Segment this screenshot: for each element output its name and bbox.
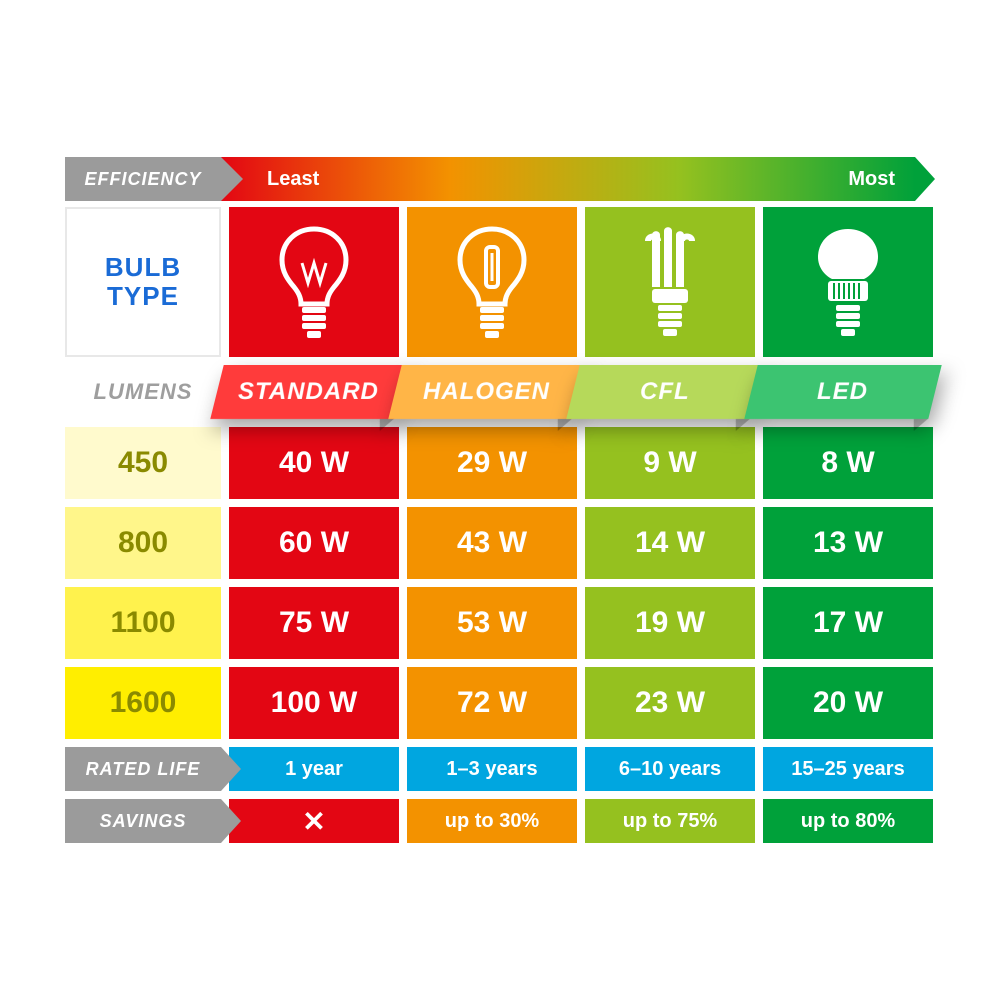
column-label: CFL [640, 378, 690, 406]
efficiency-label: EFFICIENCY [65, 157, 221, 201]
comparison-grid: BULBTYPE LUMENS STANDARD HALOGEN CFL LED 45040… [65, 207, 935, 843]
watt-value: 29 W [407, 427, 577, 499]
watt-value: 13 W [763, 507, 933, 579]
watt-value: 40 W [229, 427, 399, 499]
lumens-value: 1600 [65, 667, 221, 739]
rated-life-label: RATED LIFE [65, 747, 221, 791]
watt-value: 9 W [585, 427, 755, 499]
watt-value: 8 W [763, 427, 933, 499]
watt-value: 72 W [407, 667, 577, 739]
column-label: LED [818, 378, 869, 406]
column-label: HALOGEN [424, 378, 551, 406]
halogen-bulb-icon [452, 225, 532, 340]
watt-value: 100 W [229, 667, 399, 739]
watt-value: 53 W [407, 587, 577, 659]
incandescent-bulb-icon [274, 225, 354, 340]
savings-value: up to 30% [407, 799, 577, 843]
watt-value: 17 W [763, 587, 933, 659]
savings-value: up to 80% [763, 799, 933, 843]
efficiency-row: EFFICIENCY Least Most [65, 157, 935, 201]
column-label: STANDARD [239, 378, 380, 406]
rated-life-value: 1 year [229, 747, 399, 791]
bulb-name-ribbon: LED [763, 365, 933, 419]
bulb-icon-cfl [585, 207, 755, 357]
lumens-value: 1100 [65, 587, 221, 659]
rated-life-value: 6–10 years [585, 747, 755, 791]
cfl-bulb-icon [630, 225, 710, 340]
savings-label: SAVINGS [65, 799, 221, 843]
bulb-type-label: BULBTYPE [65, 207, 221, 357]
savings-value: ✕ [229, 799, 399, 843]
watt-value: 19 W [585, 587, 755, 659]
watt-value: 60 W [229, 507, 399, 579]
efficiency-most-label: Most [848, 168, 895, 191]
savings-value: up to 75% [585, 799, 755, 843]
led-bulb-icon [808, 225, 888, 340]
rated-life-value: 15–25 years [763, 747, 933, 791]
watt-value: 75 W [229, 587, 399, 659]
watt-value: 43 W [407, 507, 577, 579]
bulb-name-ribbon: CFL [585, 365, 755, 419]
bulb-icon-led [763, 207, 933, 357]
bulb-name-ribbon: HALOGEN [407, 365, 577, 419]
efficiency-bar: Least Most [221, 157, 935, 201]
watt-value: 20 W [763, 667, 933, 739]
watt-value: 23 W [585, 667, 755, 739]
bulb-icon-standard [229, 207, 399, 357]
lumens-value: 800 [65, 507, 221, 579]
lumens-value: 450 [65, 427, 221, 499]
bulb-comparison-chart: EFFICIENCY Least Most BULBTYPE LUMENS STAN… [65, 157, 935, 843]
efficiency-least-label: Least [267, 168, 319, 191]
bulb-icon-halogen [407, 207, 577, 357]
lumens-header: LUMENS [65, 365, 221, 419]
rated-life-value: 1–3 years [407, 747, 577, 791]
bulb-name-ribbon: STANDARD [229, 365, 399, 419]
watt-value: 14 W [585, 507, 755, 579]
